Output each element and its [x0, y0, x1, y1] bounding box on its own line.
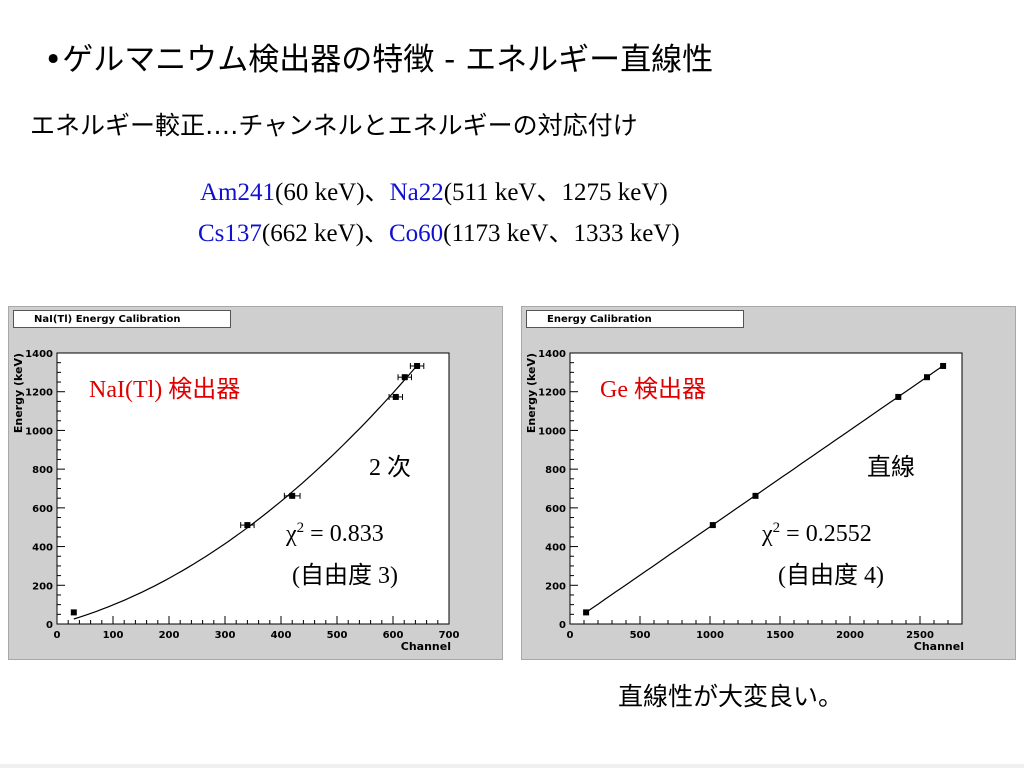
data-point: [401, 374, 408, 381]
detector-label: Ge 検出器: [600, 376, 706, 403]
y-tick-label: 800: [32, 465, 53, 476]
y-tick-label: 400: [32, 543, 53, 554]
data-point: [709, 522, 716, 529]
y-tick-label: 1200: [538, 388, 566, 399]
y-tick-label: 1200: [25, 388, 53, 399]
x-tick-label: 1000: [696, 630, 724, 641]
y-tick-label: 1400: [25, 349, 53, 360]
chi-superscript: 2: [773, 520, 781, 536]
y-tick-label: 200: [545, 581, 566, 592]
dof-label: (自由度 3): [292, 562, 398, 589]
y-axis-label: Energy (keV): [525, 353, 538, 433]
chi-symbol: χ: [761, 521, 773, 547]
source-name: Am241: [200, 179, 275, 206]
x-tick-label: 2000: [836, 630, 864, 641]
x-tick-label: 400: [271, 630, 292, 641]
fit-curve: [585, 365, 944, 613]
source-name: Na22: [389, 179, 444, 206]
x-tick-label: 200: [159, 630, 180, 641]
y-tick-label: 600: [32, 504, 53, 515]
source-energy: (511 keV、1275 keV): [443, 179, 668, 206]
y-tick-label: 600: [545, 504, 566, 515]
ge-calibration-chart: 0 200 400 600 800 1000 1200 1400 0 500 1000 1500 200…: [525, 349, 964, 653]
source-energy: (1173 keV、1333 keV): [443, 220, 680, 247]
data-point: [924, 374, 930, 381]
footer-divider: [0, 764, 1024, 768]
data-point: [940, 362, 947, 369]
data-point: [414, 362, 421, 369]
nai-calibration-chart: 0 200 400 600 800 1000 1200 1400 0 100 200 300 400 50…: [12, 349, 460, 653]
conclusion-text: 直線性が大変良い。: [618, 682, 844, 711]
slide-subtitle: エネルギー較正‥‥チャンネルとエネルギーの対応付け: [30, 111, 638, 140]
data-point: [752, 492, 759, 499]
x-tick-label: 1500: [766, 630, 794, 641]
y-tick-label: 800: [545, 465, 566, 476]
x-tick-label: 0: [54, 630, 61, 641]
chart-title: Energy Calibration: [526, 310, 744, 328]
x-tick-label: 100: [103, 630, 124, 641]
x-tick-label: 500: [327, 630, 348, 641]
data-point: [289, 492, 296, 499]
ge-chart-panel: 0 200 400 600 800 1000 1200 1400 0 500 1000 1500 200…: [521, 306, 1016, 660]
y-tick-label: 1000: [538, 426, 566, 437]
y-tick-label: 400: [545, 543, 566, 554]
detector-label: NaI(Tl) 検出器: [89, 376, 240, 403]
slide-title: •ゲルマニウム検出器の特徴 - エネルギー直線性: [44, 42, 714, 78]
plot-frame: [56, 352, 450, 625]
x-tick-label: 300: [215, 630, 236, 641]
data-point: [244, 522, 251, 529]
data-point: [583, 609, 590, 616]
x-tick-label: 700: [439, 630, 460, 641]
y-tick-label: 1400: [538, 349, 566, 360]
source-line-2: Cs137(662 keV)、Co60(1173 keV、1333 keV): [198, 213, 680, 249]
data-point: [70, 609, 77, 616]
x-tick-label: 600: [383, 630, 404, 641]
fit-curve: [73, 365, 418, 620]
y-tick-label: 200: [32, 581, 53, 592]
x-tick-label: 2500: [906, 630, 934, 641]
x-axis-label: Channel: [914, 640, 964, 653]
source-energy: (662 keV)、: [261, 220, 389, 247]
x-tick-label: 0: [567, 630, 574, 641]
source-name: Co60: [388, 220, 444, 247]
chi-square-label: χ2 = 0.833: [285, 520, 384, 547]
y-tick-label: 0: [559, 620, 566, 631]
x-axis-label: Channel: [401, 640, 451, 653]
chi-square-label: χ2 = 0.2552: [761, 520, 872, 547]
source-name: Cs137: [198, 220, 262, 247]
data-point: [895, 393, 902, 400]
dof-label: (自由度 4): [778, 562, 884, 589]
y-axis-label: Energy (keV): [12, 353, 25, 433]
nai-chart-panel: 0 200 400 600 800 1000 1200 1400 0 100 200 300 400 50…: [8, 306, 503, 660]
data-point: [392, 393, 399, 400]
chart-title: NaI(Tl) Energy Calibration: [13, 310, 231, 328]
x-tick-label: 500: [630, 630, 651, 641]
chi-value: = 0.833: [304, 521, 384, 547]
fit-order-label: 直線: [867, 454, 915, 481]
chi-symbol: χ: [285, 521, 297, 547]
source-energy: (60 keV)、: [275, 179, 390, 206]
y-tick-label: 0: [46, 620, 53, 631]
source-line-1: Am241(60 keV)、Na22(511 keV、1275 keV): [200, 172, 668, 208]
chi-superscript: 2: [297, 520, 305, 536]
fit-order-label: 2 次: [369, 454, 411, 481]
chi-value: = 0.2552: [780, 521, 872, 547]
y-tick-label: 1000: [25, 426, 53, 437]
